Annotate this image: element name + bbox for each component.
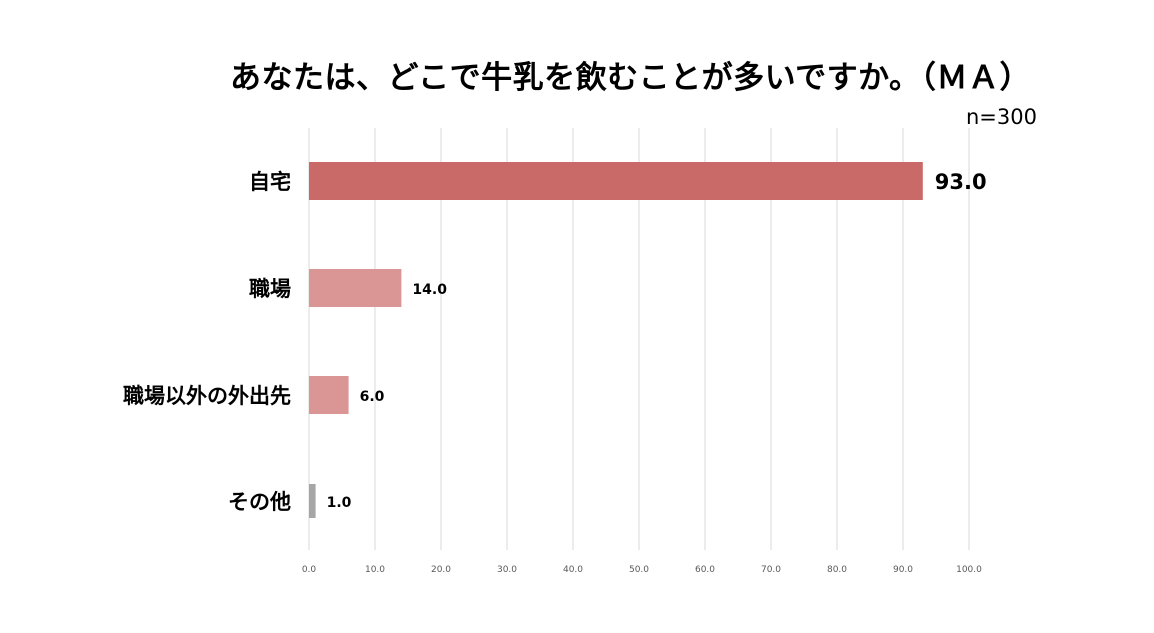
x-tick-label: 80.0 xyxy=(827,565,847,575)
x-tick-label: 20.0 xyxy=(431,565,451,575)
x-tick-label: 70.0 xyxy=(761,565,781,575)
x-tick-label: 40.0 xyxy=(563,565,583,575)
data-label: 93.0 xyxy=(935,170,987,194)
data-label: 1.0 xyxy=(327,495,352,511)
x-tick-label: 30.0 xyxy=(497,565,517,575)
bar xyxy=(309,162,923,200)
bar xyxy=(309,484,316,518)
data-label: 6.0 xyxy=(360,389,385,405)
x-tick-label: 50.0 xyxy=(629,565,649,575)
x-tick-label: 60.0 xyxy=(695,565,715,575)
x-tick-labels: 0.0 10.0 20.0 30.0 40.0 50.0 60.0 70.0 80.0 90.0 1… xyxy=(302,565,982,575)
x-tick-label: 10.0 xyxy=(365,565,385,575)
bar xyxy=(309,269,402,307)
chart-title: あなたは、どこで牛乳を飲むことが多いですか。（ＭＡ） xyxy=(230,60,1032,96)
category-label: その他 xyxy=(228,490,291,514)
category-label: 自宅 xyxy=(249,170,291,194)
x-tick-label: 100.0 xyxy=(956,565,982,575)
data-label: 14.0 xyxy=(412,282,447,298)
bar xyxy=(309,376,349,414)
sample-size-label: n=300 xyxy=(966,105,1037,129)
category-label: 職場 xyxy=(249,277,291,301)
x-tick-label: 0.0 xyxy=(302,565,317,575)
value-labels: 93.0 14.0 6.0 1.0 xyxy=(327,170,987,511)
category-label: 職場以外の外出先 xyxy=(123,384,291,408)
x-tick-label: 90.0 xyxy=(893,565,913,575)
bars xyxy=(309,162,923,518)
